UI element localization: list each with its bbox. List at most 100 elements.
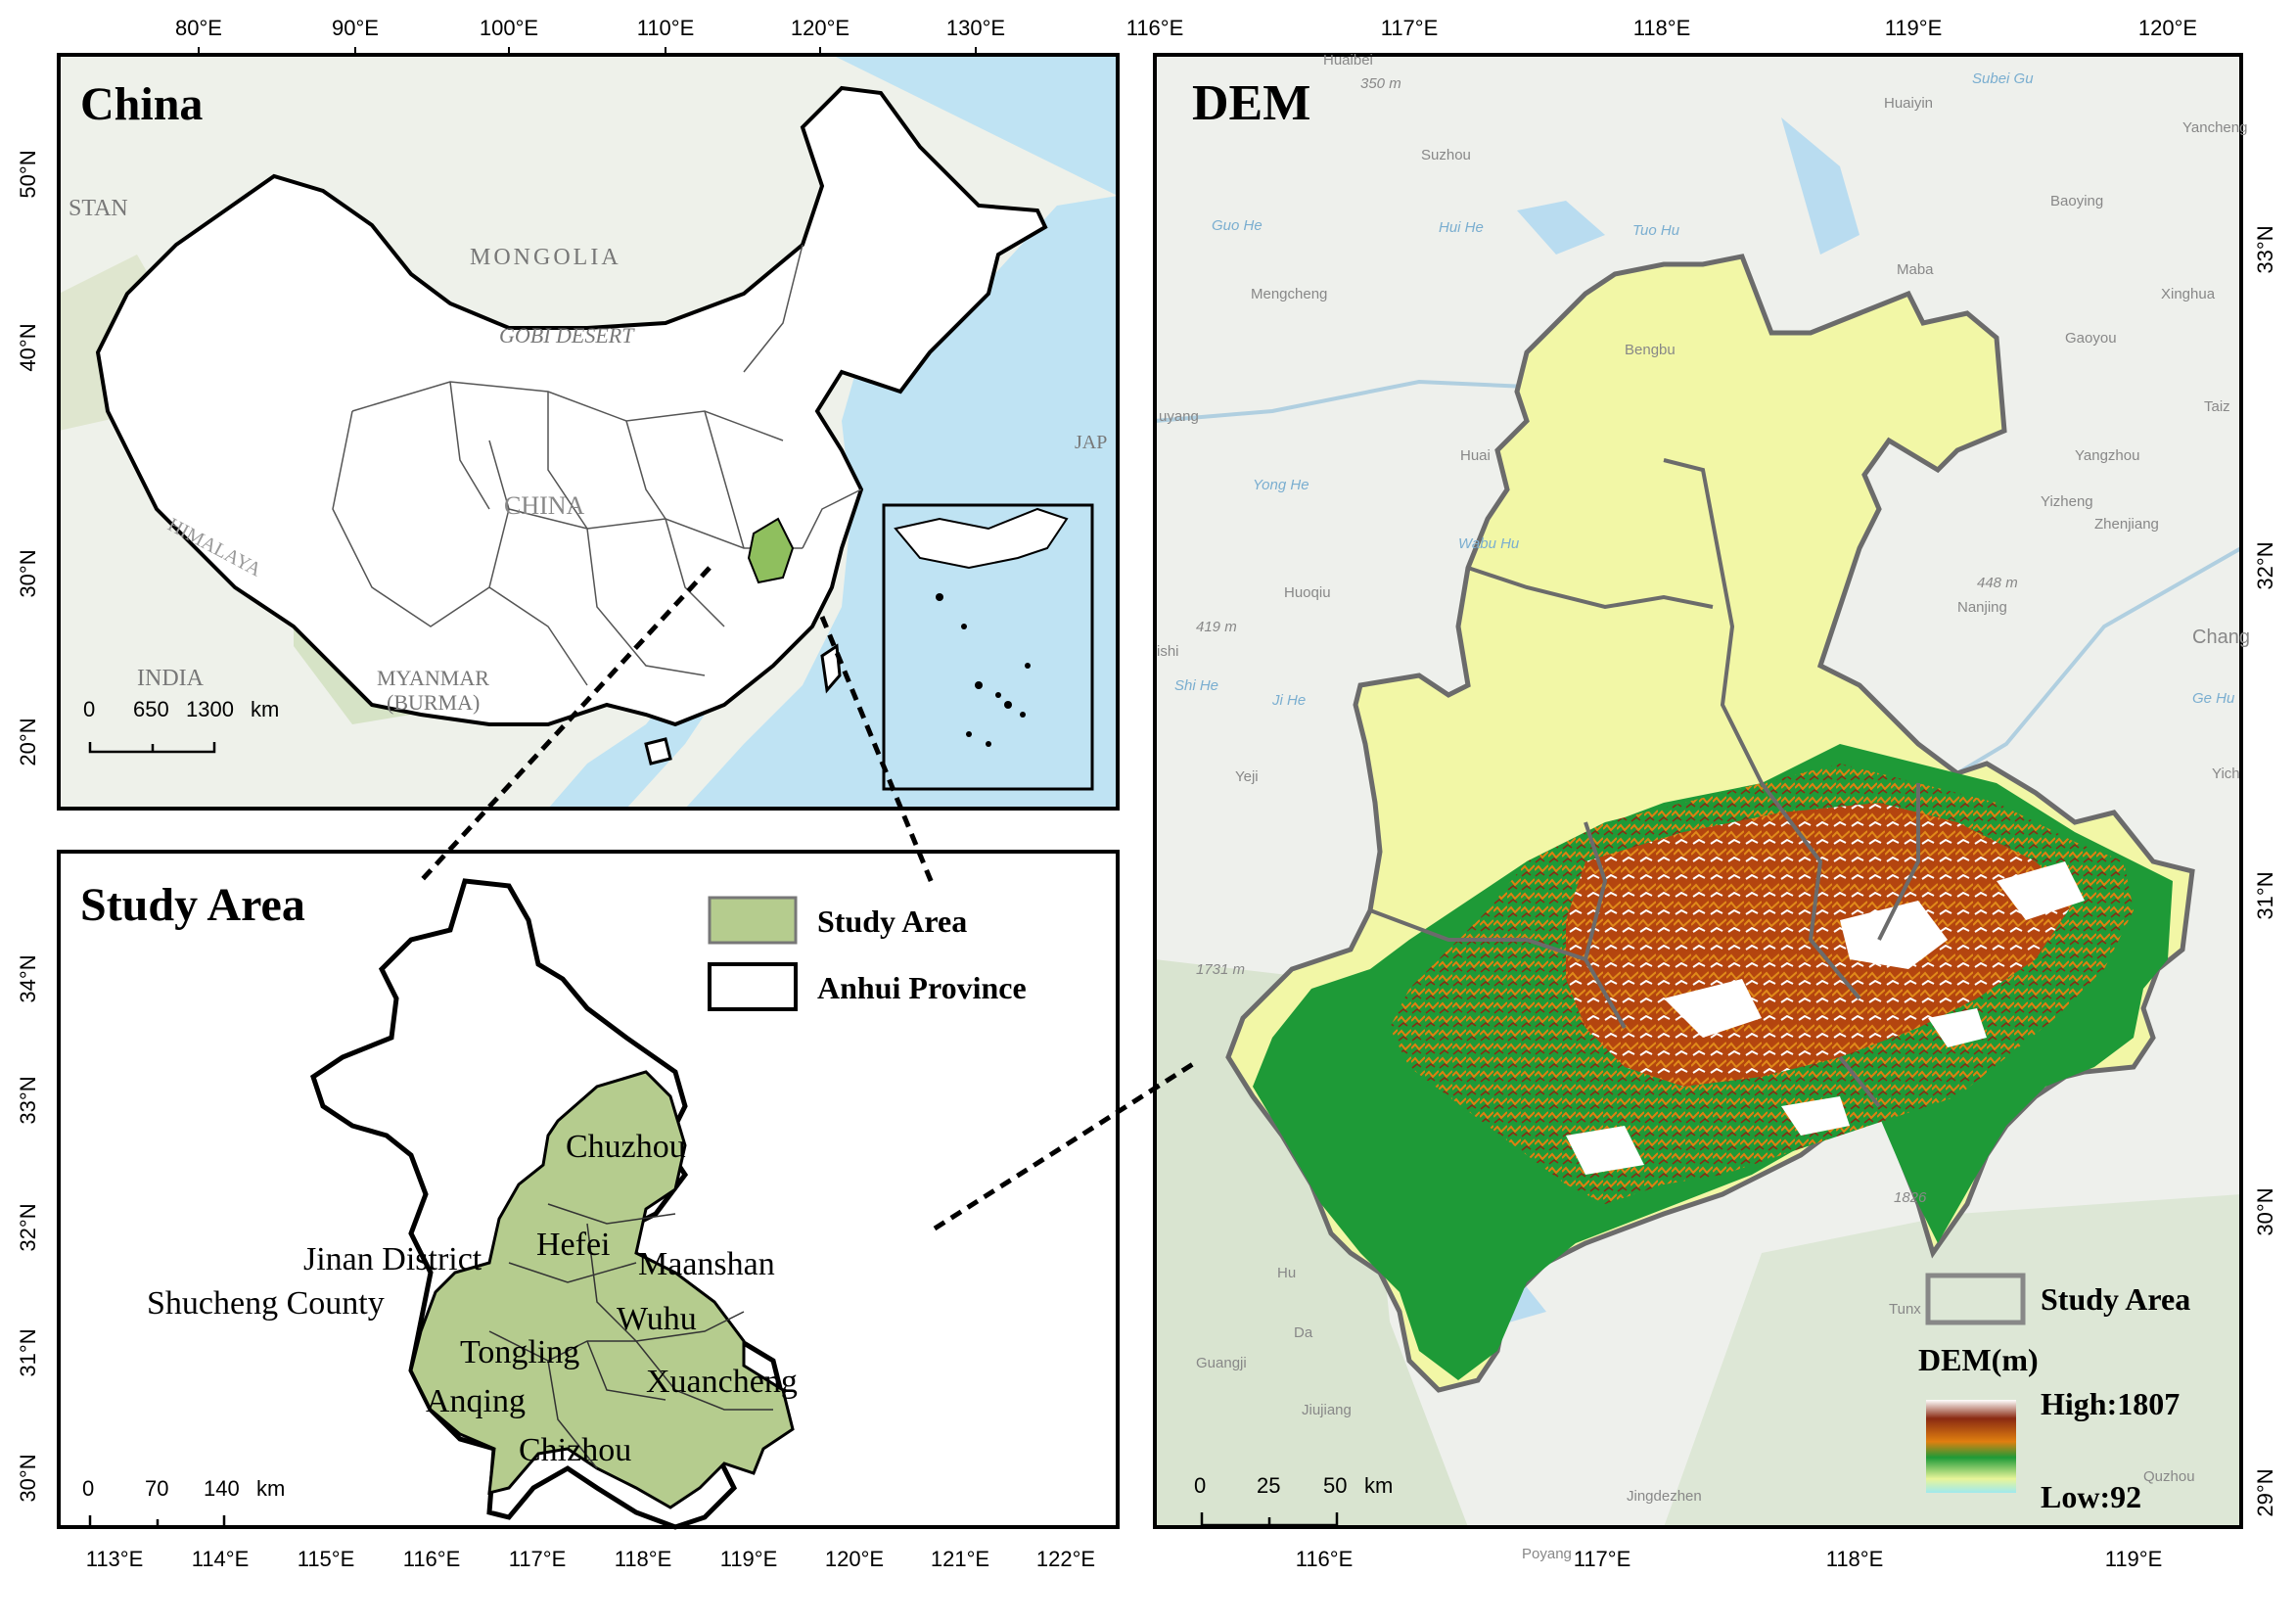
dem-legend-high: High:1807 [2041, 1386, 2180, 1421]
city-jinan: Jinan District [303, 1241, 482, 1277]
bm-uyang: uyang [1159, 408, 1199, 425]
study-tick-122e: 122°E [1036, 1547, 1095, 1571]
study-tick-115e: 115°E [298, 1547, 355, 1571]
connector-lines [419, 566, 1198, 1231]
bm-shihe: Shi He [1174, 677, 1218, 694]
bm-yich: Yich [2212, 766, 2240, 782]
bm-bengbu: Bengbu [1625, 342, 1676, 358]
dem-peaks [1566, 861, 2085, 1175]
city-tongling: Tongling [460, 1334, 579, 1370]
study-tick-33n: 33°N [16, 1076, 40, 1124]
bm-huihe: Hui He [1439, 219, 1484, 236]
dem-tick-top-119e: 119°E [1885, 16, 1943, 40]
bm-448m: 448 m [1977, 575, 2018, 591]
study-tick-30n: 30°N [16, 1454, 40, 1502]
study-area-legend: Study Area Anhui Province [708, 896, 1027, 1011]
dem-tick-bot-118e: 118°E [1826, 1547, 1884, 1571]
china-tick-30n: 30°N [16, 549, 40, 597]
bm-guohe: Guo He [1212, 217, 1263, 234]
label-japan: JAP [1075, 432, 1107, 453]
china-scale-1300: 1300 [186, 697, 234, 721]
study-scale-70: 70 [145, 1476, 168, 1501]
bm-yeji: Yeji [1235, 768, 1259, 785]
bm-huoqiu: Huoqiu [1284, 584, 1331, 601]
bm-350m: 350 m [1360, 75, 1401, 92]
study-left-ticks: 34°N 33°N 32°N 31°N 30°N [16, 954, 40, 1502]
dem-scale-25: 25 [1257, 1473, 1280, 1498]
label-burma: (BURMA) [387, 690, 480, 715]
bm-huai: Huai [1460, 447, 1491, 464]
lake-hongze [1781, 117, 1860, 255]
bm-jingdezhen: Jingdezhen [1627, 1488, 1702, 1505]
bm-taiz: Taiz [2204, 398, 2230, 415]
dem-top-ticks: 116°E 117°E 118°E 119°E 120°E [1126, 16, 2197, 40]
dem-bottom-ticks: 116°E 117°E 118°E 119°E [1296, 1547, 2163, 1571]
study-area-panel: Study Area Chuzhou Jinan District Hefei … [16, 850, 1120, 1571]
city-hefei: Hefei [536, 1227, 611, 1263]
city-maanshan: Maanshan [638, 1246, 775, 1282]
bm-poyang: Poyang [1522, 1546, 1572, 1562]
bm-419m: 419 m [1196, 619, 1237, 635]
connector-china-left [419, 566, 712, 883]
china-scale-unit: km [251, 697, 279, 721]
bm-chang: Chang [2192, 626, 2250, 648]
dem-tick-32n: 32°N [2253, 541, 2277, 589]
dem-scale-0: 0 [1194, 1473, 1206, 1498]
connector-study-dem [933, 1059, 1198, 1231]
dem-right-ticks: 33°N 32°N 31°N 30°N 29°N [2253, 225, 2277, 1516]
china-scale-bar: 0 650 1300 km [83, 697, 279, 754]
dem-tick-top-116e: 116°E [1126, 16, 1184, 40]
study-tick-113e: 113°E [86, 1547, 144, 1571]
bm-huaibei: Huaibei [1323, 52, 1373, 69]
study-scale-unit: km [256, 1476, 285, 1501]
legend-anhui-label: Anhui Province [817, 970, 1027, 1005]
dem-tick-top-120e: 120°E [2138, 16, 2197, 40]
city-labels: Chuzhou Jinan District Hefei Maanshan Sh… [147, 1129, 798, 1468]
dem-tick-31n: 31°N [2253, 871, 2277, 919]
bm-da: Da [1294, 1324, 1313, 1341]
dem-terrain-south [1664, 1194, 2241, 1527]
study-tick-121e: 121°E [931, 1547, 989, 1571]
dem-tick-top-118e: 118°E [1633, 16, 1691, 40]
study-area-title: Study Area [80, 879, 305, 931]
bm-1826: 1826 [1894, 1189, 1927, 1206]
china-left-ticks: 50°N 40°N 30°N 20°N [16, 150, 40, 766]
study-tick-116e: 116°E [403, 1547, 461, 1571]
legend-study-swatch [708, 896, 798, 945]
dem-color-ramp [1926, 1400, 2016, 1493]
bm-jiujiang: Jiujiang [1302, 1402, 1352, 1418]
china-tick-100e: 100°E [480, 16, 538, 40]
bm-suzhou: Suzhou [1421, 147, 1471, 163]
china-tick-50n: 50°N [16, 150, 40, 198]
study-tick-32n: 32°N [16, 1203, 40, 1251]
bm-mengcheng: Mengcheng [1251, 286, 1327, 302]
label-stan: STAN [69, 196, 128, 221]
bm-jihe: Ji He [1271, 692, 1306, 709]
dem-frame [1153, 53, 2243, 1529]
bm-yancheng: Yancheng [2182, 119, 2247, 136]
china-tick-110e: 110°E [637, 16, 695, 40]
bm-subei: Subei Gu [1972, 70, 2034, 87]
city-boundaries [488, 1203, 773, 1469]
study-scale-140: 140 [204, 1476, 240, 1501]
bm-hu: Hu [1277, 1265, 1296, 1281]
bm-tunx: Tunx [1889, 1301, 1921, 1318]
dem-scale-bar: 0 25 50 km [1194, 1473, 1393, 1527]
bm-gaoyou: Gaoyou [2065, 330, 2117, 347]
china-scale-0: 0 [83, 697, 95, 721]
bm-zhenjiang: Zhenjiang [2094, 516, 2159, 533]
china-top-tick-marks [198, 47, 977, 55]
dem-tick-33n: 33°N [2253, 225, 2277, 273]
connector-china-right [819, 616, 935, 884]
label-mongolia: MONGOLIA [470, 245, 621, 270]
city-xuancheng: Xuancheng [646, 1364, 798, 1400]
china-panel: China STAN MONGOLIA GOBI DESERT CHINA IN… [16, 16, 1120, 811]
label-china: CHINA [504, 491, 585, 520]
china-tick-90e: 90°E [332, 16, 379, 40]
china-tick-80e: 80°E [175, 16, 222, 40]
dem-tick-bot-119e: 119°E [2105, 1547, 2163, 1571]
city-wuhu: Wuhu [617, 1301, 697, 1337]
dem-basemap-labels: Huaibei 350 m Suzhou Huaiyin Subei Gu Ya… [1157, 52, 2250, 1562]
bm-xinghua: Xinghua [2161, 286, 2216, 302]
